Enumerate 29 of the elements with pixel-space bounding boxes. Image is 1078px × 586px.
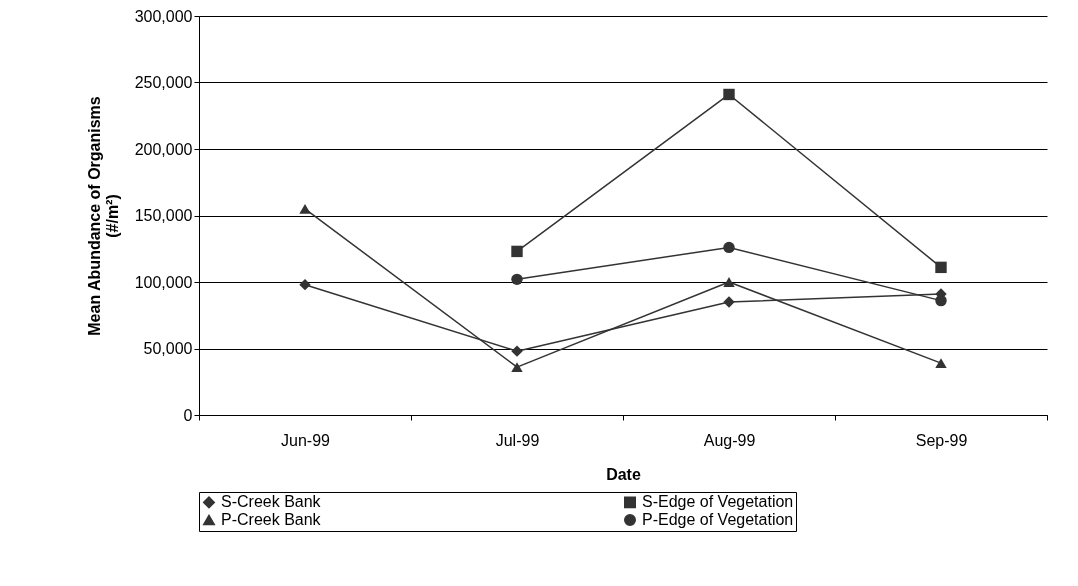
y-axis-title: Mean Abundance of Organisms (#/m²)	[85, 96, 121, 336]
point	[511, 245, 523, 258]
point	[935, 358, 947, 369]
y-tick-label: 0	[183, 406, 193, 424]
point	[935, 261, 947, 274]
point	[723, 277, 735, 287]
point	[511, 273, 523, 286]
point	[723, 241, 735, 254]
x-tick-label: Jul-99	[495, 431, 540, 449]
y-tick-label: 50,000	[143, 340, 193, 357]
x-tick-label: Aug-99	[703, 431, 756, 449]
point	[511, 345, 523, 357]
point	[299, 278, 311, 291]
y-tick-label: 100,000	[134, 273, 193, 291]
y-tick-label: 150,000	[134, 207, 193, 224]
y-tick-label: 300,000	[134, 7, 193, 25]
legend-label: S-Creek Bank	[221, 493, 322, 511]
point	[723, 296, 735, 308]
legend-label: P-Creek Bank	[221, 511, 322, 528]
point	[299, 203, 311, 214]
legend-label: S-Edge of Vegetation	[642, 493, 794, 511]
y-tick-label: 200,000	[134, 140, 193, 158]
x-axis-title: Date	[606, 465, 641, 483]
point	[511, 362, 523, 373]
x-tick-label: Sep-99	[915, 431, 968, 449]
legend-label: P-Edge of Vegetation	[642, 511, 794, 528]
point	[723, 88, 735, 101]
x-tick-label: Jun-99	[281, 431, 331, 449]
y-tick-label: 250,000	[134, 74, 193, 91]
